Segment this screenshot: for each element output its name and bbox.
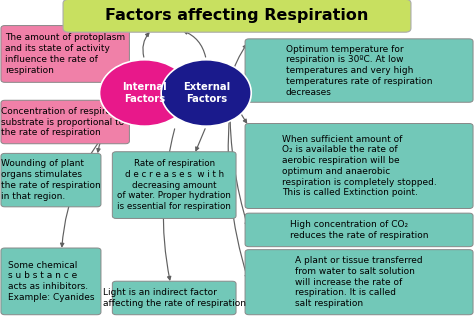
FancyBboxPatch shape <box>1 153 101 207</box>
Text: Some chemical
s u b s t a n c e
acts as inhibitors.
Example: Cyanides: Some chemical s u b s t a n c e acts as … <box>8 261 94 302</box>
FancyBboxPatch shape <box>112 152 236 218</box>
Text: Concentration of respiratory
substrate is proportional to
the rate of respiratio: Concentration of respiratory substrate i… <box>1 107 129 137</box>
FancyBboxPatch shape <box>1 248 101 315</box>
Text: Wounding of plant
organs stimulates
the rate of respiration
in that region.: Wounding of plant organs stimulates the … <box>1 159 101 201</box>
Text: Factors affecting Respiration: Factors affecting Respiration <box>105 8 369 23</box>
Text: Light is an indirect factor
affecting the rate of respiration: Light is an indirect factor affecting th… <box>103 288 246 308</box>
Text: A plant or tissue transferred
from water to salt solution
will increase the rate: A plant or tissue transferred from water… <box>295 256 423 308</box>
FancyBboxPatch shape <box>245 213 473 247</box>
FancyBboxPatch shape <box>245 39 473 102</box>
Text: Optimum temperature for
respiration is 30ºC. At low
temperatures and very high
t: Optimum temperature for respiration is 3… <box>286 44 432 97</box>
FancyBboxPatch shape <box>1 100 129 144</box>
Ellipse shape <box>100 60 190 126</box>
FancyBboxPatch shape <box>245 124 473 208</box>
Ellipse shape <box>161 60 251 126</box>
Text: High concentration of CO₂
reduces the rate of respiration: High concentration of CO₂ reduces the ra… <box>290 220 428 240</box>
FancyBboxPatch shape <box>245 250 473 315</box>
Text: When sufficient amount of
O₂ is available the rate of
aerobic respiration will b: When sufficient amount of O₂ is availabl… <box>282 134 437 198</box>
FancyBboxPatch shape <box>63 0 411 32</box>
FancyBboxPatch shape <box>1 26 129 82</box>
Text: The amount of protoplasm
and its state of activity
influence the rate of
respira: The amount of protoplasm and its state o… <box>5 33 125 75</box>
Text: Internal
Factors: Internal Factors <box>122 82 167 104</box>
FancyBboxPatch shape <box>112 281 236 315</box>
Text: External
Factors: External Factors <box>182 82 230 104</box>
Text: Rate of respiration
d e c r e a s e s  w i t h
decreasing amount
of water. Prope: Rate of respiration d e c r e a s e s w … <box>117 159 231 211</box>
